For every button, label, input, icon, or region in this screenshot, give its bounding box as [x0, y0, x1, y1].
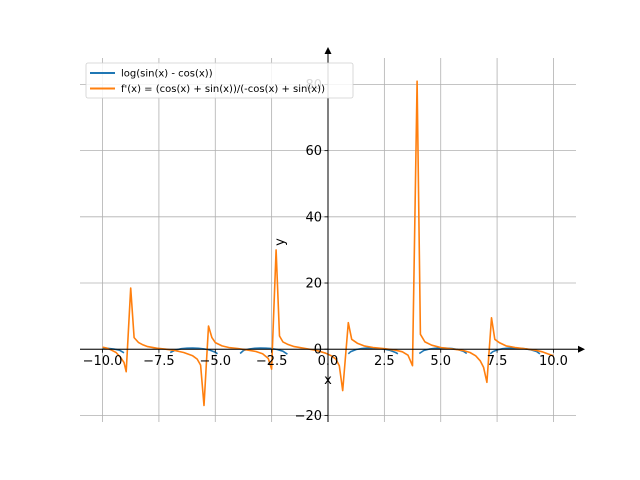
x-tick-label: 0.0 — [318, 354, 339, 369]
y-tick-label: 40 — [305, 210, 322, 225]
x-tick-label: 7.5 — [487, 354, 508, 369]
x-tick-label: −2.5 — [256, 354, 288, 369]
legend-entry-1: log(sin(x) - cos(x)) — [121, 69, 213, 80]
x-tick-label: 2.5 — [374, 354, 395, 369]
x-tick-label: −5.0 — [199, 354, 231, 369]
series-line-2 — [102, 80, 554, 407]
legend-entry-2: f'(x) = (cos(x) + sin(x))/(-cos(x) + sin… — [121, 84, 325, 95]
x-tick-label: −10.0 — [83, 354, 123, 369]
tick-labels: −10.0 −7.5 −5.0 −2.5 0.0 2.5 5.0 7.5 10.0 −20 0 20 4… — [83, 78, 568, 424]
y-tick-label: −20 — [295, 409, 322, 424]
legend-box — [85, 62, 354, 99]
y-tick-label: 20 — [305, 277, 322, 292]
x-tick-label: −7.5 — [143, 354, 175, 369]
y-axis-label: y — [273, 238, 288, 246]
legend: log(sin(x) - cos(x)) f'(x) = (cos(x) + si… — [85, 62, 354, 99]
y-tick-label: 0 — [314, 343, 322, 358]
axes — [80, 47, 585, 422]
x-tick-label: 5.0 — [430, 354, 451, 369]
x-tick-label: 10.0 — [539, 354, 568, 369]
x-axis-label: x — [324, 373, 332, 388]
x-axis-arrow — [578, 345, 585, 353]
y-axis-arrow — [324, 47, 332, 54]
y-tick-label: 60 — [305, 144, 322, 159]
